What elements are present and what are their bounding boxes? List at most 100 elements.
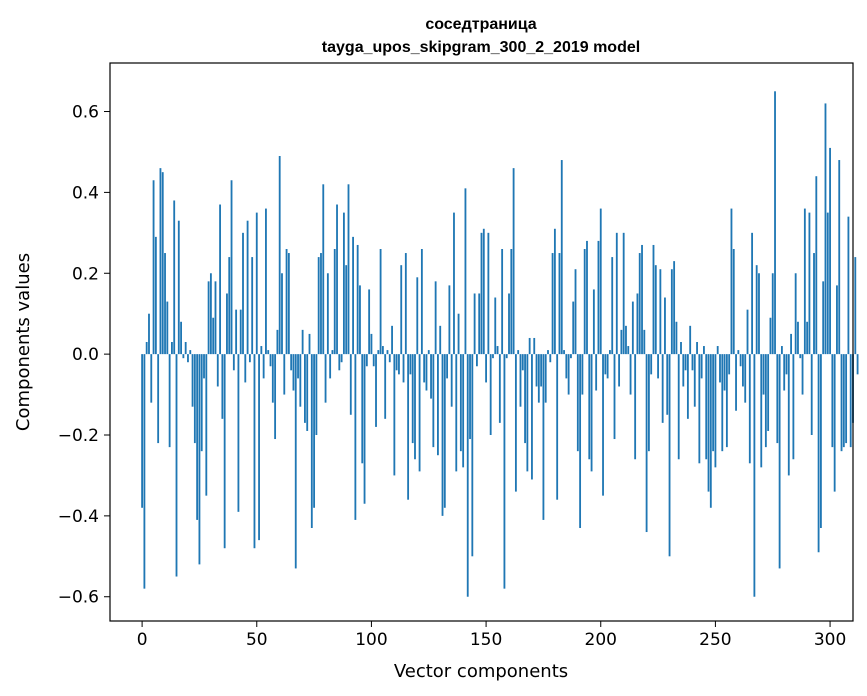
- bar-266: [751, 232, 754, 355]
- bar-105: [381, 346, 384, 355]
- bar-225: [657, 354, 659, 379]
- bar-110: [393, 354, 396, 476]
- bar-207: [615, 232, 618, 355]
- x-tick-label: 300: [814, 630, 846, 650]
- bar-143: [469, 354, 471, 440]
- bar-80: [324, 354, 327, 403]
- bar-66: [292, 354, 295, 391]
- y-axis-ticks: −0.6 −0.4 −0.2 0.0 0.2 0.4 0.6: [58, 103, 110, 608]
- bar-63: [285, 249, 288, 355]
- bar-116: [407, 354, 410, 500]
- bar-201: [602, 354, 604, 496]
- bar-166: [521, 354, 524, 371]
- bar-175: [542, 354, 545, 520]
- bar-46: [246, 220, 249, 355]
- bar-251: [716, 346, 719, 355]
- bar-220: [645, 354, 648, 533]
- bar-259: [735, 354, 737, 411]
- bar-16: [177, 220, 180, 355]
- bar-17: [180, 321, 182, 355]
- bar-151: [487, 232, 490, 355]
- bar-51: [258, 354, 260, 541]
- bar-190: [576, 354, 579, 452]
- bar-65: [290, 354, 293, 371]
- bar-235: [680, 342, 682, 355]
- bar-104: [379, 249, 382, 355]
- bar-217: [638, 253, 641, 355]
- bar-148: [480, 232, 483, 355]
- bar-41: [235, 309, 238, 355]
- bar-267: [753, 354, 756, 597]
- bar-243: [698, 354, 701, 464]
- bar-112: [398, 354, 400, 375]
- bar-274: [769, 317, 772, 355]
- bar-136: [453, 212, 455, 355]
- bar-83: [331, 350, 334, 355]
- bar-288: [801, 354, 804, 395]
- bar-164: [517, 350, 520, 355]
- bar-127: [432, 354, 435, 448]
- bar-42: [237, 354, 240, 512]
- bar-13: [171, 342, 173, 355]
- bar-261: [739, 354, 742, 367]
- bar-70: [301, 329, 304, 355]
- bar-300: [829, 147, 831, 355]
- bar-293: [813, 253, 815, 355]
- bar-307: [845, 354, 848, 444]
- bar-68: [297, 354, 299, 379]
- bar-107: [386, 350, 389, 355]
- bar-163: [514, 354, 517, 492]
- bar-85: [336, 204, 338, 355]
- bar-109: [391, 325, 393, 355]
- bar-27: [203, 354, 205, 379]
- bar-249: [712, 354, 715, 452]
- bar-56: [269, 354, 272, 367]
- bar-137: [455, 354, 458, 472]
- bar-289: [803, 208, 806, 355]
- bar-129: [437, 354, 439, 456]
- bar-253: [721, 354, 724, 452]
- bar-197: [592, 289, 595, 355]
- bar-39: [230, 180, 233, 355]
- bar-270: [760, 354, 763, 468]
- x-tick-label: 250: [699, 630, 731, 650]
- bar-202: [604, 354, 607, 375]
- bar-173: [537, 354, 540, 403]
- bar-134: [448, 285, 451, 355]
- bar-198: [595, 354, 598, 391]
- bar-193: [583, 249, 586, 355]
- plot-frame: [109, 62, 854, 622]
- bar-186: [567, 354, 570, 395]
- bar-183: [560, 160, 563, 355]
- bar-23: [193, 354, 196, 444]
- bar-50: [255, 212, 258, 355]
- bar-24: [196, 354, 199, 520]
- bar-79: [322, 184, 325, 355]
- bar-76: [315, 354, 318, 435]
- bar-224: [654, 265, 657, 355]
- bar-208: [618, 354, 621, 387]
- bar-199: [597, 240, 600, 355]
- bar-123: [423, 354, 426, 383]
- bar-234: [677, 354, 680, 460]
- y-tick-label: −0.4: [58, 507, 99, 527]
- bar-48: [251, 257, 254, 355]
- bar-131: [441, 354, 444, 516]
- bar-312: [856, 354, 859, 375]
- bar-269: [758, 273, 760, 355]
- bar-119: [414, 354, 416, 460]
- bar-297: [822, 281, 825, 355]
- bar-311: [854, 257, 857, 355]
- bar-92: [352, 236, 354, 355]
- bar-265: [748, 354, 751, 464]
- bar-29: [207, 281, 210, 355]
- bar-43: [239, 309, 242, 355]
- bar-111: [395, 354, 398, 371]
- bar-296: [819, 354, 822, 528]
- bar-154: [494, 297, 497, 355]
- bar-282: [787, 354, 790, 476]
- bar-180: [553, 228, 556, 355]
- bar-75: [313, 354, 316, 508]
- bar-309: [849, 354, 852, 448]
